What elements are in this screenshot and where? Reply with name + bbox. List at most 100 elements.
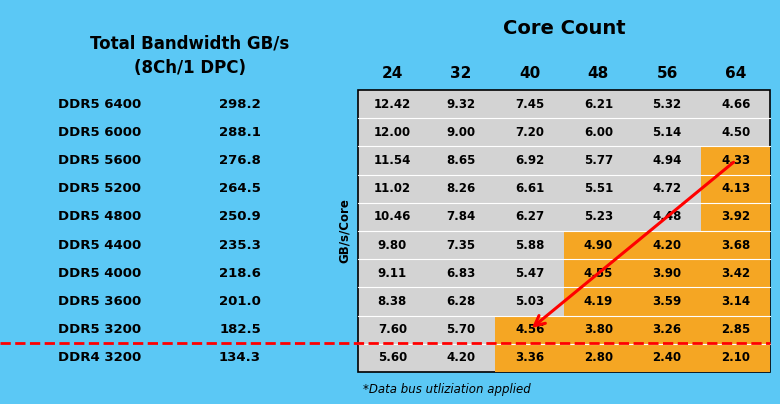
Text: 218.6: 218.6 bbox=[219, 267, 261, 280]
Text: 12.00: 12.00 bbox=[374, 126, 411, 139]
Text: 298.2: 298.2 bbox=[219, 98, 261, 111]
Text: DDR5 5600: DDR5 5600 bbox=[58, 154, 141, 167]
Text: 64: 64 bbox=[725, 65, 746, 80]
Text: 32: 32 bbox=[450, 65, 472, 80]
Text: 3.26: 3.26 bbox=[652, 323, 682, 336]
Text: DDR5 5200: DDR5 5200 bbox=[58, 182, 141, 195]
Text: 6.27: 6.27 bbox=[515, 210, 544, 223]
Text: 11.02: 11.02 bbox=[374, 182, 411, 195]
Text: 9.11: 9.11 bbox=[378, 267, 407, 280]
Text: 3.59: 3.59 bbox=[652, 295, 682, 308]
Text: 10.46: 10.46 bbox=[374, 210, 411, 223]
Text: 3.68: 3.68 bbox=[721, 239, 750, 252]
Text: 9.32: 9.32 bbox=[446, 98, 476, 111]
Text: 4.19: 4.19 bbox=[583, 295, 613, 308]
Text: DDR5 3600: DDR5 3600 bbox=[58, 295, 141, 308]
Text: 9.80: 9.80 bbox=[378, 239, 407, 252]
Bar bbox=[564, 259, 633, 287]
Text: 4.72: 4.72 bbox=[652, 182, 682, 195]
Text: 11.54: 11.54 bbox=[374, 154, 411, 167]
Text: 6.83: 6.83 bbox=[446, 267, 476, 280]
Text: 276.8: 276.8 bbox=[219, 154, 261, 167]
Bar bbox=[564, 316, 633, 344]
Bar bbox=[701, 344, 770, 372]
Text: 4.13: 4.13 bbox=[721, 182, 750, 195]
Text: 5.32: 5.32 bbox=[652, 98, 682, 111]
Text: 4.56: 4.56 bbox=[515, 323, 544, 336]
Text: 2.80: 2.80 bbox=[583, 351, 613, 364]
Text: Core Count: Core Count bbox=[502, 19, 626, 38]
Text: 2.85: 2.85 bbox=[721, 323, 750, 336]
Bar bbox=[633, 259, 701, 287]
Text: 3.92: 3.92 bbox=[721, 210, 750, 223]
Bar bbox=[564, 344, 633, 372]
Text: 4.20: 4.20 bbox=[446, 351, 476, 364]
Text: 7.60: 7.60 bbox=[378, 323, 407, 336]
Text: GB/s/Core: GB/s/Core bbox=[338, 198, 350, 263]
Text: 3.80: 3.80 bbox=[583, 323, 613, 336]
Text: 8.65: 8.65 bbox=[446, 154, 476, 167]
Text: 3.36: 3.36 bbox=[515, 351, 544, 364]
Text: 5.60: 5.60 bbox=[378, 351, 407, 364]
Text: 4.90: 4.90 bbox=[583, 239, 613, 252]
Text: 201.0: 201.0 bbox=[219, 295, 261, 308]
Text: 5.23: 5.23 bbox=[583, 210, 613, 223]
Text: 235.3: 235.3 bbox=[219, 239, 261, 252]
Text: 5.77: 5.77 bbox=[583, 154, 613, 167]
Text: DDR5 4000: DDR5 4000 bbox=[58, 267, 141, 280]
Bar bbox=[495, 344, 564, 372]
Text: 6.61: 6.61 bbox=[515, 182, 544, 195]
Text: 3.14: 3.14 bbox=[721, 295, 750, 308]
Bar bbox=[358, 90, 770, 372]
Bar bbox=[564, 287, 633, 316]
Text: 2.40: 2.40 bbox=[652, 351, 682, 364]
Text: DDR5 6400: DDR5 6400 bbox=[58, 98, 141, 111]
Bar bbox=[701, 175, 770, 203]
Text: 5.51: 5.51 bbox=[583, 182, 613, 195]
Text: DDR5 3200: DDR5 3200 bbox=[58, 323, 141, 336]
Bar bbox=[701, 203, 770, 231]
Text: 9.00: 9.00 bbox=[446, 126, 476, 139]
Text: 56: 56 bbox=[656, 65, 678, 80]
Bar bbox=[633, 316, 701, 344]
Bar bbox=[633, 287, 701, 316]
Bar bbox=[701, 146, 770, 175]
Text: 7.20: 7.20 bbox=[515, 126, 544, 139]
Text: 4.48: 4.48 bbox=[652, 210, 682, 223]
Text: 134.3: 134.3 bbox=[219, 351, 261, 364]
Bar bbox=[701, 316, 770, 344]
Text: 5.03: 5.03 bbox=[515, 295, 544, 308]
Text: 8.26: 8.26 bbox=[446, 182, 476, 195]
Text: 5.70: 5.70 bbox=[446, 323, 476, 336]
Text: 250.9: 250.9 bbox=[219, 210, 261, 223]
Text: 6.00: 6.00 bbox=[583, 126, 613, 139]
Text: 24: 24 bbox=[381, 65, 403, 80]
Text: 4.66: 4.66 bbox=[721, 98, 750, 111]
Text: DDR5 4400: DDR5 4400 bbox=[58, 239, 141, 252]
Bar bbox=[495, 316, 564, 344]
Text: 5.14: 5.14 bbox=[652, 126, 682, 139]
Bar bbox=[701, 287, 770, 316]
Text: 4.20: 4.20 bbox=[652, 239, 682, 252]
Text: DDR5 6000: DDR5 6000 bbox=[58, 126, 141, 139]
Text: 5.47: 5.47 bbox=[515, 267, 544, 280]
Text: DDR4 3200: DDR4 3200 bbox=[58, 351, 141, 364]
Text: 4.50: 4.50 bbox=[721, 126, 750, 139]
Bar bbox=[564, 231, 633, 259]
Text: 4.55: 4.55 bbox=[583, 267, 613, 280]
Text: 6.21: 6.21 bbox=[583, 98, 613, 111]
Text: 3.90: 3.90 bbox=[652, 267, 682, 280]
Text: 288.1: 288.1 bbox=[219, 126, 261, 139]
Text: 7.45: 7.45 bbox=[515, 98, 544, 111]
Text: 8.38: 8.38 bbox=[378, 295, 407, 308]
Bar bbox=[701, 259, 770, 287]
Text: 264.5: 264.5 bbox=[219, 182, 261, 195]
Text: 4.33: 4.33 bbox=[721, 154, 750, 167]
Text: 40: 40 bbox=[519, 65, 541, 80]
Text: 6.28: 6.28 bbox=[446, 295, 476, 308]
Text: DDR5 4800: DDR5 4800 bbox=[58, 210, 141, 223]
Text: 12.42: 12.42 bbox=[374, 98, 411, 111]
Bar bbox=[701, 231, 770, 259]
Bar bbox=[633, 344, 701, 372]
Text: 4.94: 4.94 bbox=[652, 154, 682, 167]
